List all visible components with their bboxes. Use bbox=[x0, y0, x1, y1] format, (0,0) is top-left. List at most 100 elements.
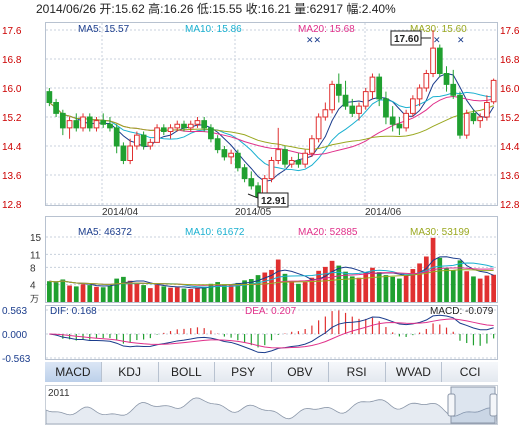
price-tick-left: 12.8 bbox=[2, 200, 22, 211]
tab-macd[interactable]: MACD bbox=[45, 362, 102, 382]
volume-bar bbox=[215, 282, 221, 302]
ma5-legend: MA5: 15.57 bbox=[78, 24, 130, 35]
x-tick-may: 2014/05 bbox=[235, 207, 272, 218]
volume-bar bbox=[100, 287, 106, 302]
volume-unit: 万 bbox=[30, 294, 39, 304]
candle-body bbox=[322, 109, 329, 118]
tab-boll[interactable]: BOLL bbox=[158, 362, 216, 382]
price-tick-left: 16.8 bbox=[2, 55, 22, 66]
price-tick-left: 17.6 bbox=[2, 26, 22, 37]
event-marker-icon[interactable]: ✕ bbox=[433, 35, 441, 45]
candle-body bbox=[241, 167, 248, 180]
candle-body bbox=[127, 145, 133, 161]
candle-body bbox=[214, 138, 221, 151]
macd-tick: 0.000 bbox=[2, 330, 27, 341]
dif-line bbox=[49, 314, 494, 354]
price-tick-left: 13.6 bbox=[2, 171, 22, 182]
volume-tick: 8 bbox=[30, 263, 36, 274]
tab-wvad[interactable]: WVAD bbox=[385, 362, 443, 382]
dea-line bbox=[49, 318, 494, 349]
ma30-legend: MA30: 15.60 bbox=[410, 24, 467, 35]
volume-bar bbox=[309, 277, 315, 302]
volume-bar bbox=[410, 269, 416, 302]
vol-ma5-legend: MA5: 46372 bbox=[78, 227, 132, 238]
candle-body bbox=[234, 152, 241, 169]
navigator-left-handle[interactable] bbox=[447, 393, 456, 417]
volume-bar bbox=[370, 267, 375, 302]
volume-tick: 11 bbox=[30, 250, 41, 261]
vol-ma10-legend: MA10: 61672 bbox=[185, 227, 245, 238]
candle-body bbox=[73, 120, 80, 129]
price-tick-right: 13.6 bbox=[500, 171, 520, 182]
volume-bar bbox=[141, 285, 146, 302]
volume-bar bbox=[94, 286, 99, 302]
candle-body bbox=[154, 127, 160, 143]
candle-body bbox=[463, 112, 470, 136]
volume-bar bbox=[147, 288, 153, 302]
volume-bar bbox=[397, 278, 402, 302]
candle-body bbox=[100, 120, 107, 125]
volume-bar bbox=[154, 284, 160, 302]
tab-rsi[interactable]: RSI bbox=[328, 362, 386, 382]
volume-bar bbox=[450, 270, 456, 302]
close-value: 16.21 bbox=[260, 2, 291, 16]
candle-body bbox=[134, 134, 140, 147]
volume-bar bbox=[208, 283, 214, 302]
candle-body bbox=[329, 83, 335, 111]
tab-cci[interactable]: CCI bbox=[442, 362, 498, 382]
candle-body bbox=[443, 73, 450, 85]
candle-body bbox=[436, 47, 443, 74]
candle-body bbox=[349, 105, 356, 114]
tab-obv[interactable]: OBV bbox=[272, 362, 329, 382]
low-value: 15.55 bbox=[212, 2, 243, 16]
volume-series bbox=[47, 237, 496, 302]
time-navigator[interactable]: 2011 bbox=[45, 385, 498, 425]
candle-body bbox=[275, 149, 282, 161]
volume-bar bbox=[349, 276, 355, 302]
volume-bar bbox=[282, 273, 288, 302]
macd-axis: 0.563 0.000 -0.563 bbox=[2, 306, 31, 362]
volume-bar bbox=[477, 278, 483, 302]
volume-bar bbox=[484, 275, 490, 302]
candlestick-series bbox=[46, 30, 497, 201]
volume-bar bbox=[343, 271, 348, 302]
volume-bar bbox=[403, 275, 409, 302]
volume-bar bbox=[161, 286, 167, 302]
candle-body bbox=[430, 47, 436, 74]
x-tick-jun: 2014/06 bbox=[365, 207, 402, 218]
event-marker-icon[interactable]: ✕ bbox=[457, 35, 465, 45]
candle-body bbox=[396, 123, 403, 129]
candle-body bbox=[416, 87, 423, 100]
ma30-line bbox=[49, 102, 494, 151]
candle-body bbox=[376, 76, 383, 100]
volume-bar bbox=[471, 276, 476, 302]
tab-kdj[interactable]: KDJ bbox=[101, 362, 159, 382]
tab-psy[interactable]: PSY bbox=[215, 362, 272, 382]
volume-bar bbox=[464, 271, 470, 302]
event-marker-icon[interactable]: ✕✕ bbox=[306, 35, 321, 45]
navigator-selection[interactable] bbox=[450, 386, 496, 424]
volume-bar bbox=[107, 285, 113, 302]
candle-body bbox=[477, 116, 484, 122]
candle-body bbox=[194, 120, 201, 125]
candle-body bbox=[484, 102, 490, 118]
candle-body bbox=[315, 116, 322, 140]
volume-bar bbox=[437, 257, 443, 302]
price-tick-right: 14.4 bbox=[500, 142, 520, 153]
candle-body bbox=[160, 127, 167, 132]
candle-body bbox=[403, 112, 409, 129]
indicator-tabs: MACD KDJ BOLL PSY OBV RSI WVAD CCI bbox=[45, 362, 498, 382]
x-tick-apr: 2014/04 bbox=[102, 207, 139, 218]
price-tick-right: 16.0 bbox=[500, 84, 520, 95]
volume-bar bbox=[73, 286, 79, 302]
volume-bar bbox=[336, 265, 342, 302]
volume-bar bbox=[383, 275, 389, 302]
candle-body bbox=[490, 79, 497, 103]
vol-ma20-legend: MA20: 52885 bbox=[298, 227, 358, 238]
candle-body bbox=[46, 91, 53, 103]
high-callout: 17.60 bbox=[390, 30, 431, 46]
navigator-right-handle[interactable] bbox=[489, 393, 497, 417]
stock-chart[interactable]: 17.6 17.6 16.8 16.8 16.0 16.0 15.2 15.2 14.4 14.4… bbox=[0, 0, 523, 362]
quote-header: 2014/06/26 开:15.62 高:16.26 低:15.55 收:16.… bbox=[0, 0, 523, 18]
volume-bar bbox=[53, 282, 59, 302]
